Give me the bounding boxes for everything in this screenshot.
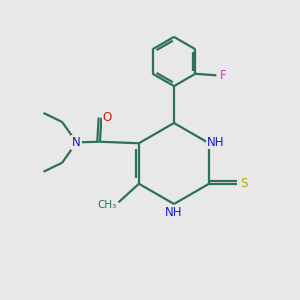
Text: CH₃: CH₃ <box>98 200 117 210</box>
Text: NH: NH <box>165 206 183 219</box>
Text: N: N <box>72 136 81 149</box>
Text: F: F <box>220 69 226 82</box>
Text: S: S <box>240 177 247 190</box>
Text: NH: NH <box>207 136 224 148</box>
Text: O: O <box>103 111 112 124</box>
